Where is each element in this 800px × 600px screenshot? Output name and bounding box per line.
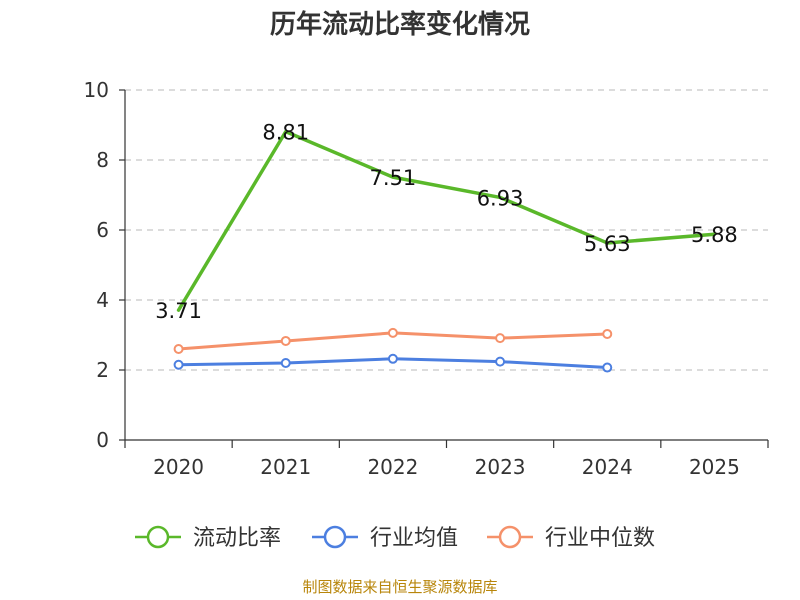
x-tick-label: 2024	[582, 455, 633, 479]
grid-layer	[125, 89, 768, 371]
y-tick-label: 0	[96, 428, 109, 452]
data-label: 8.81	[262, 121, 309, 145]
x-tick-label: 2025	[689, 455, 740, 479]
y-tick-label: 4	[96, 288, 109, 312]
legend-marker	[323, 525, 347, 549]
data-point	[602, 328, 613, 339]
data-point	[387, 353, 398, 364]
legend-label: 行业中位数	[545, 526, 655, 551]
legend-marker	[498, 525, 522, 549]
chart-title: 历年流动比率变化情况	[269, 10, 530, 40]
data-point	[387, 327, 398, 338]
data-label: 5.88	[691, 223, 738, 247]
y-tick-label: 2	[96, 358, 109, 382]
legend-label: 行业均值	[370, 526, 458, 551]
source-note: 制图数据来自恒生聚源数据库	[302, 578, 498, 596]
y-tick-label: 10	[84, 78, 109, 102]
axis-layer: 0 2 4 6 8 10 2020 2021 2022 2023 2024 2025	[84, 78, 769, 479]
y-tick-label: 6	[96, 218, 109, 242]
data-point	[173, 344, 184, 354]
data-point	[602, 362, 613, 373]
x-tick-label: 2022	[367, 455, 418, 479]
data-label: 6.93	[477, 186, 524, 210]
y-tick-label: 8	[96, 148, 109, 172]
data-label: 3.71	[155, 299, 202, 323]
legend-label: 流动比率	[193, 526, 281, 551]
label-layer: 3.71 8.81 7.51 6.93 5.63 5.88	[155, 121, 738, 324]
series-layer	[173, 129, 717, 373]
x-tick-label: 2020	[153, 455, 204, 479]
legend-marker	[146, 525, 170, 549]
data-point	[280, 335, 291, 346]
data-point	[495, 356, 506, 367]
legend: 流动比率 行业均值 行业中位数	[135, 525, 655, 551]
data-label: 5.63	[584, 232, 631, 256]
data-point	[495, 333, 506, 344]
x-tick-label: 2021	[260, 455, 311, 479]
series-line-0	[176, 129, 717, 312]
x-tick-label: 2023	[475, 455, 526, 479]
data-point	[280, 358, 291, 368]
data-point	[173, 359, 184, 370]
data-label: 7.51	[370, 166, 417, 190]
